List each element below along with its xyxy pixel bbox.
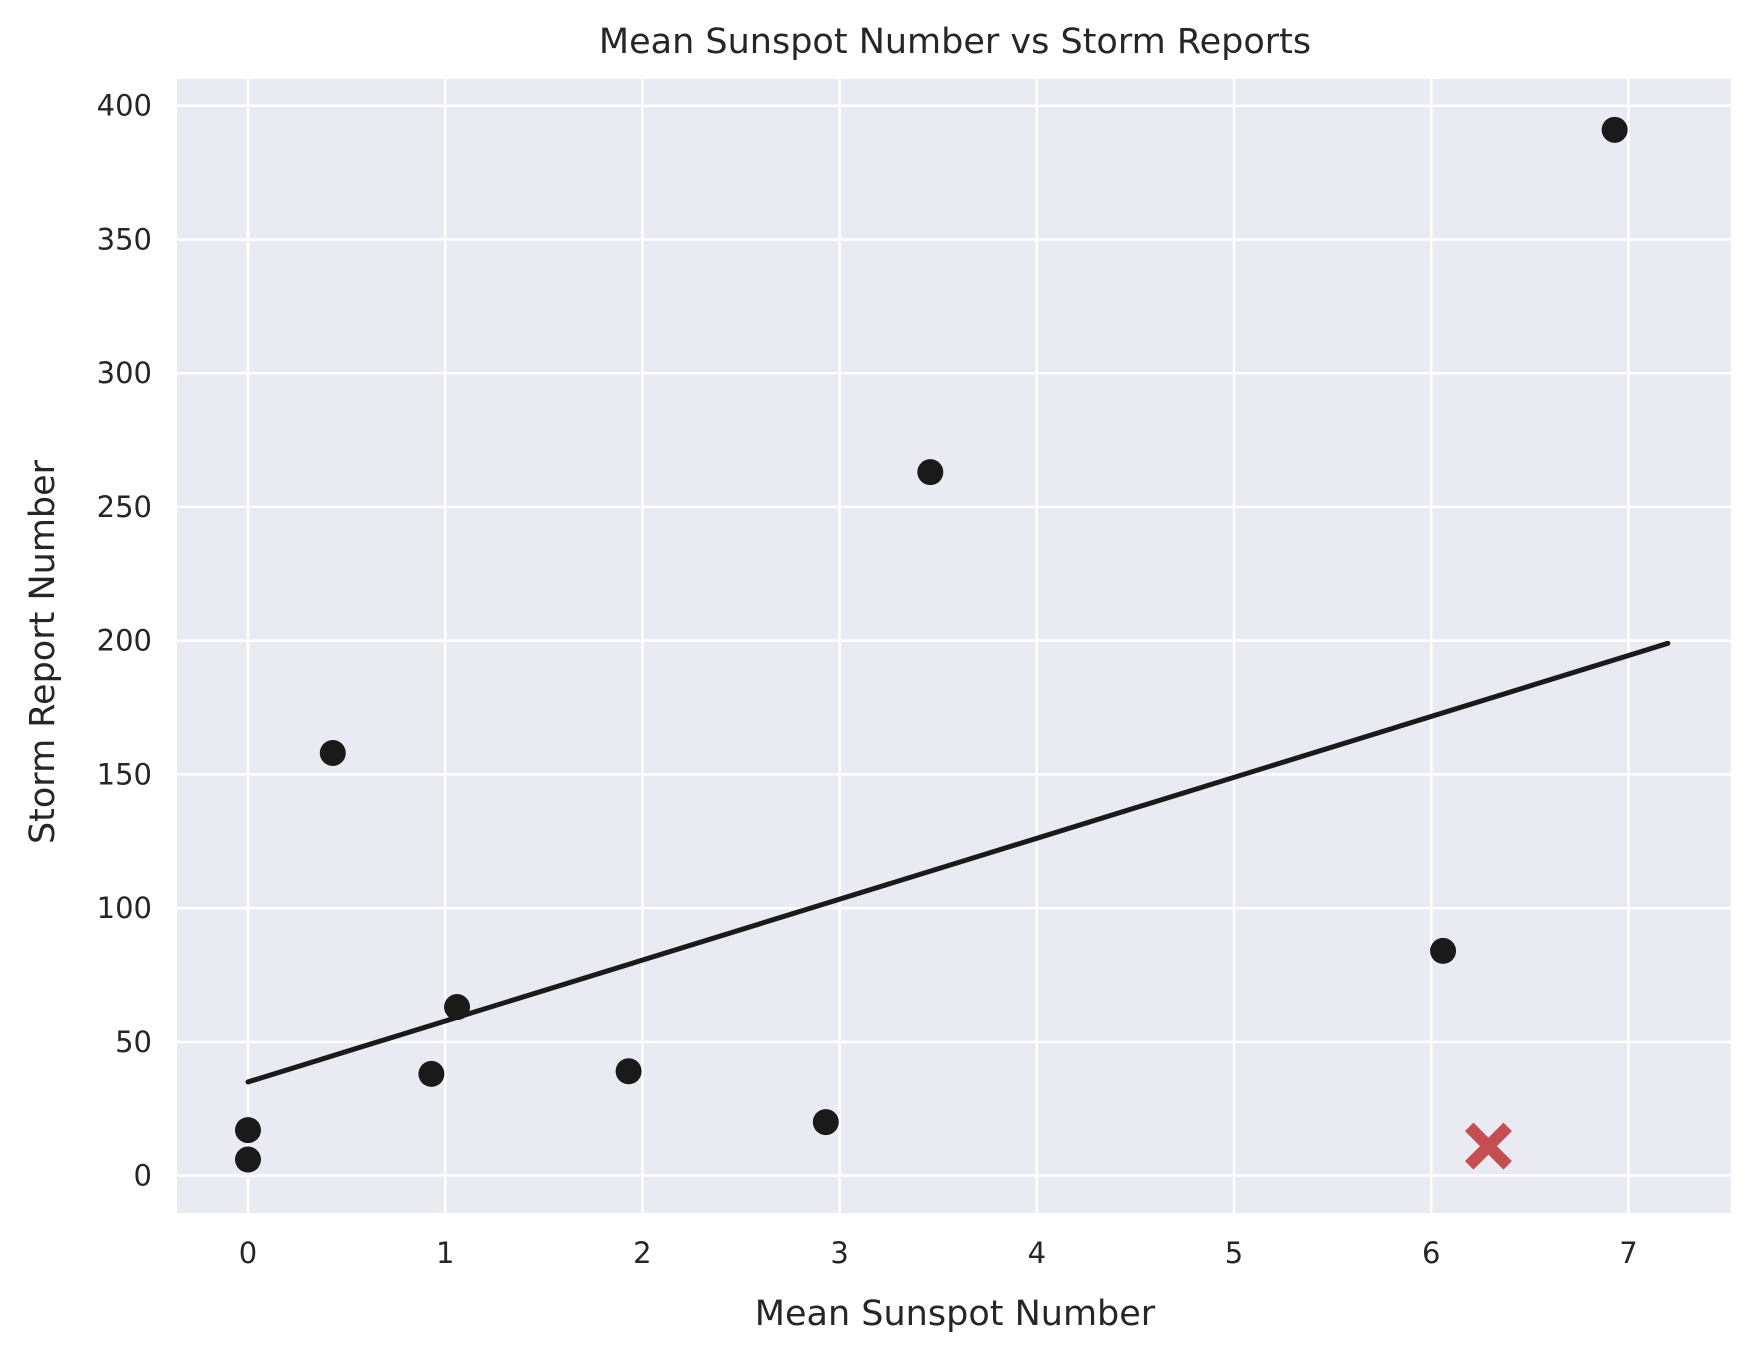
y-tick-label: 250	[97, 490, 152, 524]
x-tick-label: 6	[1422, 1236, 1440, 1270]
x-tick-label: 5	[1225, 1236, 1243, 1270]
data-point	[444, 994, 471, 1021]
chart-title: Mean Sunspot Number vs Storm Reports	[599, 22, 1311, 62]
y-tick-label: 200	[97, 624, 152, 658]
y-tick-label: 100	[97, 891, 152, 925]
data-point	[319, 739, 346, 766]
data-point	[234, 1146, 261, 1173]
x-tick-label: 3	[830, 1236, 848, 1270]
data-points	[234, 116, 1628, 1173]
y-tick-label: 50	[115, 1025, 152, 1059]
x-tick-labels: 0 1 2 3 4 5 6 7	[239, 1236, 1638, 1270]
x-tick-label: 0	[239, 1236, 257, 1270]
data-point	[1430, 937, 1457, 964]
x-tick-label: 2	[633, 1236, 651, 1270]
data-point	[917, 459, 944, 486]
data-point	[1601, 116, 1628, 143]
y-axis-label: Storm Report Number	[23, 459, 63, 844]
y-tick-label: 350	[97, 222, 152, 256]
highlight-x-marker	[1464, 1122, 1512, 1170]
y-tick-labels: 0 50 100 150 200 250 300 350 400	[97, 89, 152, 1193]
data-point	[812, 1109, 839, 1136]
y-tick-label: 300	[97, 356, 152, 390]
x-tick-label: 7	[1619, 1236, 1637, 1270]
y-tick-label: 0	[134, 1159, 152, 1193]
y-tick-label: 150	[97, 757, 152, 791]
x-axis-label: Mean Sunspot Number	[755, 1294, 1156, 1334]
grid-lines	[177, 79, 1731, 1213]
x-tick-label: 1	[436, 1236, 454, 1270]
y-tick-label: 400	[97, 89, 152, 123]
trend-line	[245, 640, 1671, 1085]
data-point	[234, 1117, 261, 1144]
trend-line-group	[245, 640, 1671, 1085]
x-tick-label: 4	[1028, 1236, 1046, 1270]
data-point	[418, 1060, 445, 1087]
data-point	[615, 1058, 642, 1085]
